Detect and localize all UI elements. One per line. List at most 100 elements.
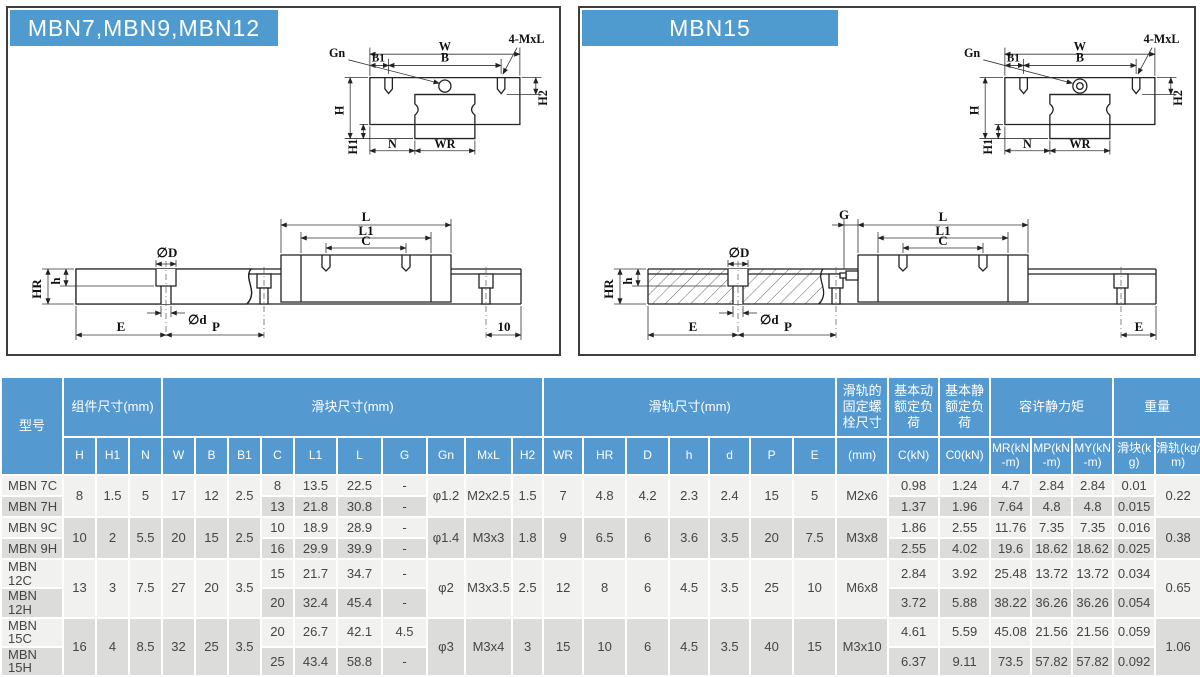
dim-label-hr: HR xyxy=(29,279,44,299)
dim-label-h1: H1 xyxy=(346,139,360,155)
spec-cell: 4.2 xyxy=(627,476,669,516)
dim-label-w: W xyxy=(1074,39,1086,53)
dim-label-e: E xyxy=(117,319,126,334)
spec-cell: 16 xyxy=(262,539,293,558)
countersunk-hole xyxy=(728,269,748,304)
model-cell: MBN 15H xyxy=(2,647,62,676)
spec-cell: 19.6 xyxy=(991,539,1031,558)
header-col-c: C xyxy=(262,438,293,474)
header-group-weight: 重量 xyxy=(1114,378,1200,436)
dim-label-l1: L1 xyxy=(358,223,373,238)
header-col-h: H xyxy=(64,438,95,474)
spec-cell: M6x8 xyxy=(837,560,888,617)
spec-cell: 12 xyxy=(196,476,227,516)
model-cell: MBN 9C xyxy=(2,518,62,537)
spec-cell: 9.11 xyxy=(940,647,990,676)
model-cell: MBN 15C xyxy=(2,618,62,646)
header-col-gn: Gn xyxy=(428,438,464,474)
spec-cell: 15 xyxy=(544,618,583,676)
spec-cell: 36.26 xyxy=(1073,589,1113,617)
spec-cell: 39.9 xyxy=(338,539,381,558)
spec-cell: 13 xyxy=(262,497,293,516)
dim-label-end: 10 xyxy=(498,319,511,334)
spec-cell: 21.56 xyxy=(1032,618,1072,646)
model-cell: MBN 12C xyxy=(2,560,62,588)
header-col-mm: (mm) xyxy=(837,438,888,474)
spec-cell: 2.55 xyxy=(940,518,990,537)
spec-cell: 0.38 xyxy=(1156,518,1200,558)
spec-cell: M3x4 xyxy=(466,618,511,676)
spec-cell: M2x2.5 xyxy=(466,476,511,516)
spec-cell: 5.59 xyxy=(940,618,990,646)
dim-label-h1: H1 xyxy=(981,139,995,155)
spec-cell: 42.1 xyxy=(338,618,381,646)
spec-cell: 1.06 xyxy=(1156,618,1200,676)
spec-cell: 4.5 xyxy=(383,618,426,646)
spec-cell: 10 xyxy=(794,560,836,617)
spec-cell: - xyxy=(383,647,426,676)
dim-label-w: W xyxy=(439,39,451,53)
header-group-dynamic: 基本动额定负荷 xyxy=(889,378,939,436)
spec-cell: 2.4 xyxy=(710,476,750,516)
spec-cell: 21.8 xyxy=(295,497,336,516)
spec-cell: 0.22 xyxy=(1156,476,1200,516)
spec-cell: 1.5 xyxy=(97,476,128,516)
header-group-block: 滑块尺寸(mm) xyxy=(163,378,543,436)
header-col-hr: HR xyxy=(584,438,626,474)
spec-cell: 2.5 xyxy=(513,560,543,617)
spec-cell: 13 xyxy=(64,560,95,617)
block-hole xyxy=(402,255,410,271)
spec-cell: 3.72 xyxy=(889,589,939,617)
spec-cell: 2.5 xyxy=(229,476,260,516)
dim-label-4mxl: 4-MxL xyxy=(1144,32,1180,46)
spec-cell: 4.5 xyxy=(670,560,709,617)
header-col-h1: H1 xyxy=(97,438,128,474)
spec-cell: φ1.4 xyxy=(428,518,464,558)
header-col-c0k: C0(kN) xyxy=(940,438,990,474)
spec-cell: 25 xyxy=(196,618,227,676)
spec-cell: 0.034 xyxy=(1114,560,1155,588)
dim-label-wr: WR xyxy=(434,137,455,151)
spec-cell: 18.9 xyxy=(295,518,336,537)
dim-label-dia-d-small: ∅d xyxy=(188,312,207,327)
dim-label-b1: B1 xyxy=(1007,53,1021,65)
spec-cell: M3x3 xyxy=(466,518,511,558)
header-col-p: P xyxy=(751,438,793,474)
model-cell: MBN 9H xyxy=(2,539,62,558)
model-cell: MBN 7H xyxy=(2,497,62,516)
spec-cell: 57.82 xyxy=(1032,647,1072,676)
dim-label-n: N xyxy=(388,137,397,151)
spec-cell: - xyxy=(383,589,426,617)
mount-hole-right xyxy=(1132,78,1140,94)
dim-label-end: E xyxy=(1135,319,1144,334)
spec-cell: 2.84 xyxy=(1032,476,1072,495)
spec-cell: 0.054 xyxy=(1114,589,1155,617)
spec-cell: 38.22 xyxy=(991,589,1031,617)
spec-cell: 10 xyxy=(64,518,95,558)
spec-cell: 7.5 xyxy=(794,518,836,558)
header-col-blockkg: 滑块(kg) xyxy=(1114,438,1155,474)
dim-label-h: H xyxy=(968,105,982,115)
spec-cell: 0.016 xyxy=(1114,518,1155,537)
header-col-g: G xyxy=(383,438,426,474)
header-col-w: W xyxy=(163,438,194,474)
spec-cell: 8.5 xyxy=(130,618,161,676)
spec-cell: 5 xyxy=(794,476,836,516)
spec-cell: 40 xyxy=(751,618,793,676)
spec-cell: 8 xyxy=(64,476,95,516)
header-model: 型号 xyxy=(2,378,62,474)
spec-cell: 3 xyxy=(513,618,543,676)
spec-cell: 12 xyxy=(544,560,583,617)
header-col-mxl: MxL xyxy=(466,438,511,474)
spec-cell: M3x3.5 xyxy=(466,560,511,617)
spec-cell: 4 xyxy=(97,618,128,676)
spec-cell: 3 xyxy=(97,560,128,617)
spec-cell: 27 xyxy=(163,560,194,617)
spec-cell: 15 xyxy=(262,560,293,588)
spec-cell: 13.72 xyxy=(1073,560,1113,588)
spec-cell: 58.8 xyxy=(338,647,381,676)
dim-label-l: L xyxy=(362,209,371,224)
dim-label-gn: Gn xyxy=(329,46,345,60)
spec-cell: 4.7 xyxy=(991,476,1031,495)
cross-section-diagram: W B1 B 4-MxL Gn H H1 H2 N WR xyxy=(329,32,550,155)
